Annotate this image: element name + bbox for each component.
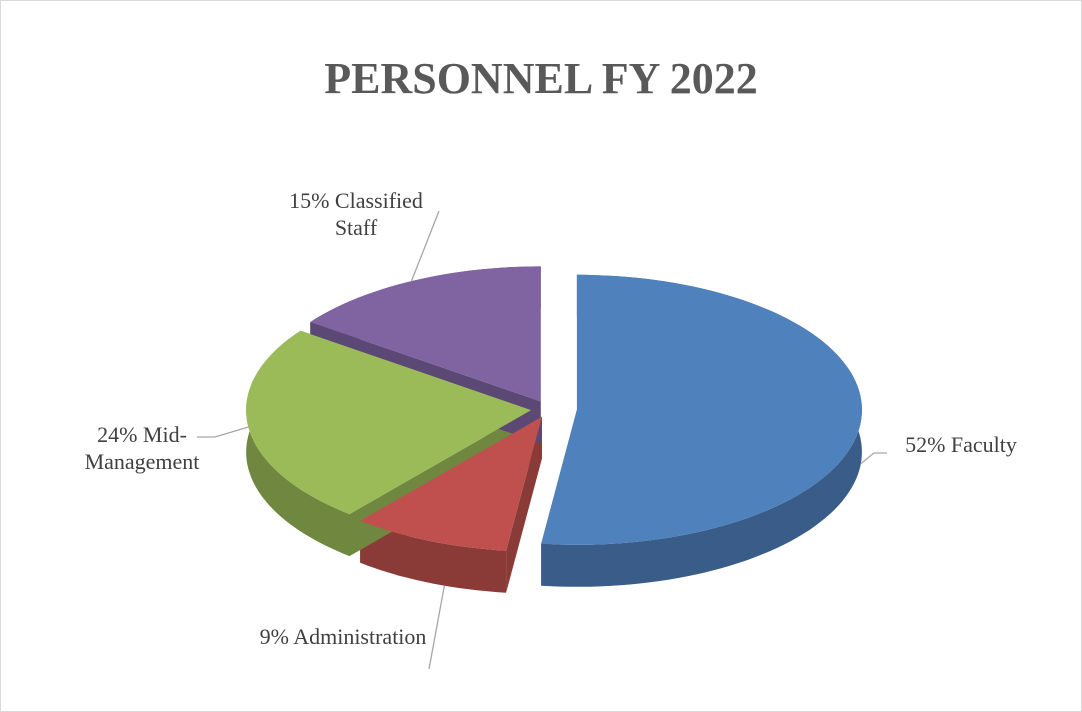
leader-line	[428, 585, 446, 670]
leader-line	[410, 210, 440, 282]
slice	[310, 266, 541, 402]
leader-line	[860, 452, 887, 465]
data-label: 24% Mid-Management	[67, 421, 217, 475]
value-label: 24%	[97, 422, 138, 447]
slice	[246, 330, 532, 515]
leader-line	[197, 426, 249, 438]
category-label: Mid-Management	[84, 422, 200, 474]
slice-side	[360, 520, 507, 593]
category-label: Faculty	[950, 432, 1017, 457]
category-label: Classified Staff	[334, 188, 423, 240]
value-label: 9%	[259, 624, 289, 649]
slice	[541, 274, 862, 545]
data-label: 15% Classified Staff	[266, 187, 446, 241]
chart-title: PERSONNEL FY 2022	[324, 54, 758, 103]
value-label: 52%	[905, 432, 946, 457]
category-label: Administration	[293, 624, 427, 649]
slice	[360, 416, 542, 551]
data-label: 9% Administration	[253, 623, 433, 650]
data-label: 52% Faculty	[881, 431, 1041, 458]
value-label: 15%	[289, 188, 330, 213]
